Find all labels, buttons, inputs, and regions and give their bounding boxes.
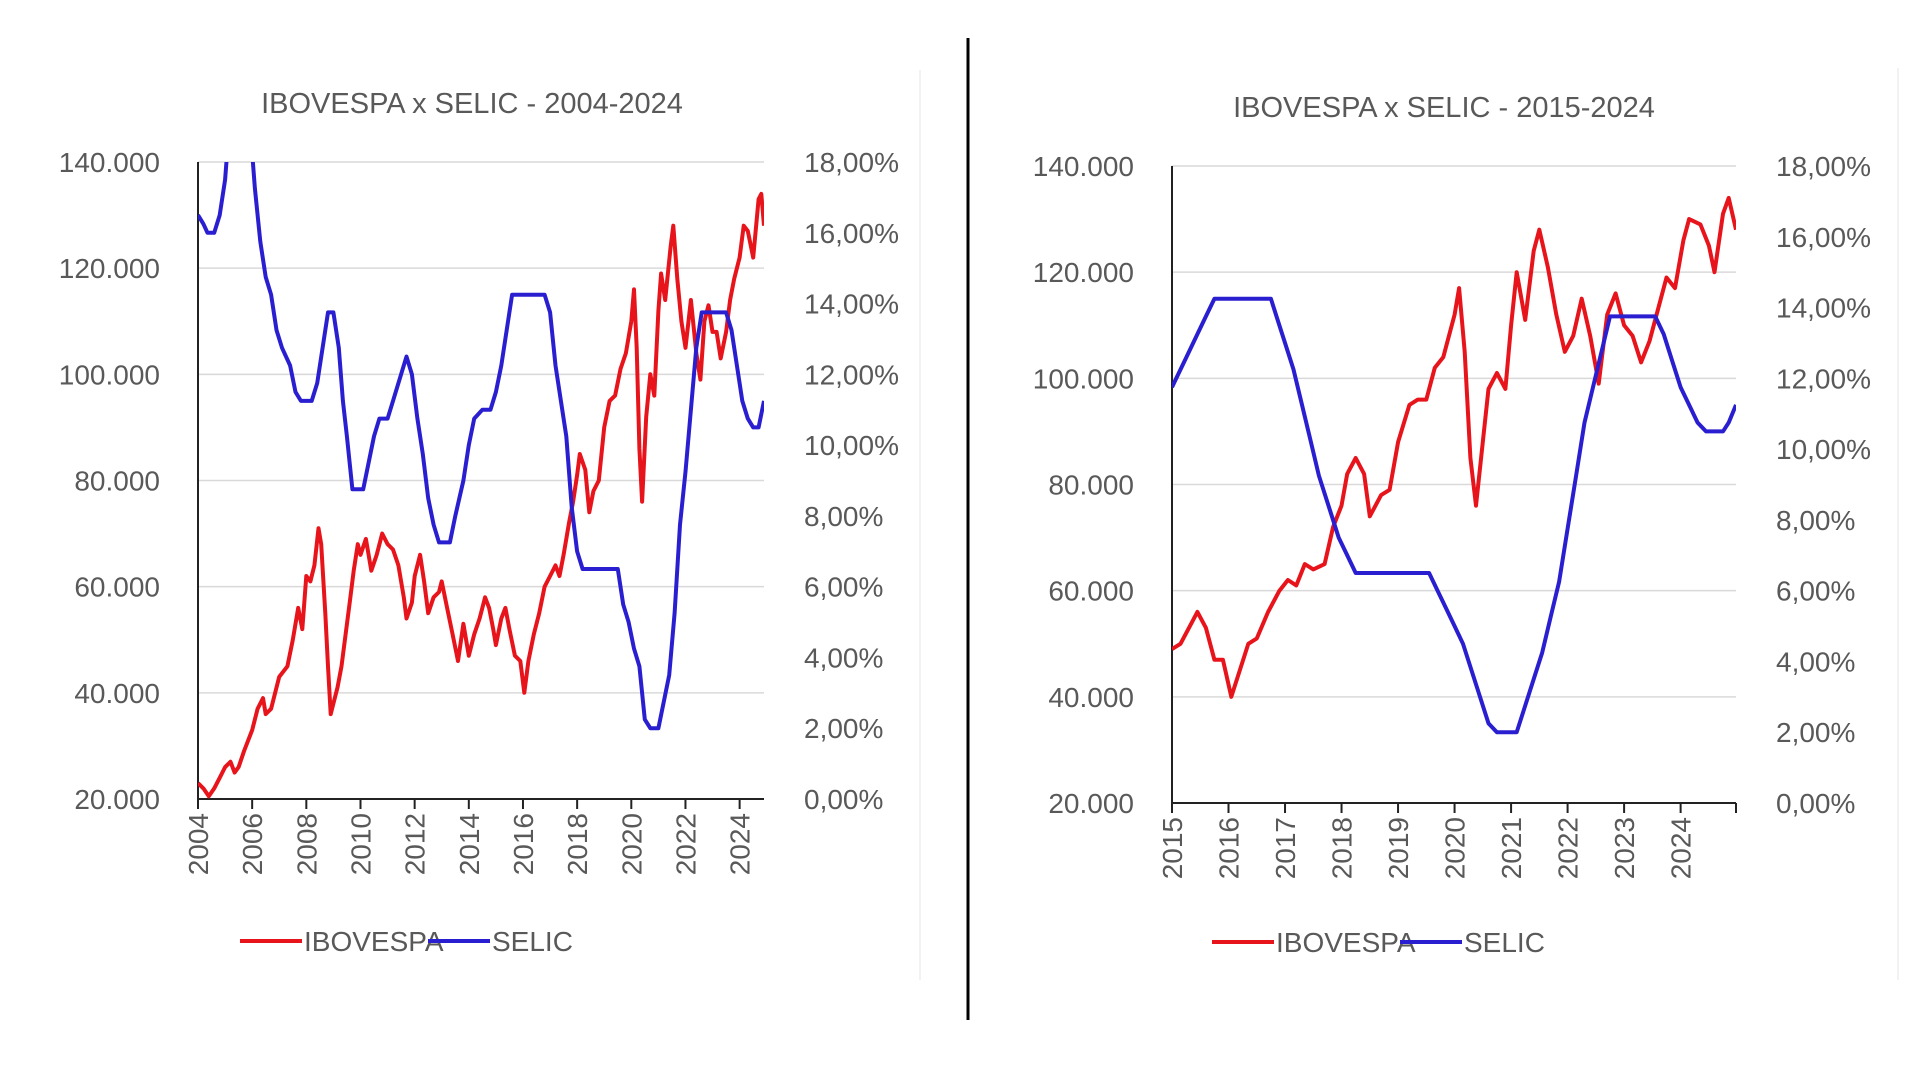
y-right-tick-label: 0,00%	[804, 784, 883, 815]
x-tick-label: 2006	[237, 813, 268, 875]
y-right-tick-label: 16,00%	[1776, 222, 1871, 253]
y-right-tick-label: 4,00%	[804, 642, 883, 673]
x-tick-label: 2004	[183, 813, 214, 875]
y-right-tick-label: 14,00%	[1776, 293, 1871, 324]
y-right-tick-label: 2,00%	[804, 713, 883, 744]
y-right-tick-label: 4,00%	[1776, 646, 1855, 677]
y-right-tick-label: 8,00%	[804, 501, 883, 532]
y-left-tick-label: 140.000	[1033, 151, 1134, 182]
x-tick-label: 2024	[1666, 817, 1697, 879]
y-right-tick-label: 12,00%	[804, 359, 899, 390]
legend-label-selic: SELIC	[492, 926, 573, 957]
legend-label-ibovespa: IBOVESPA	[304, 926, 444, 957]
y-right-tick-label: 8,00%	[1776, 505, 1855, 536]
y-right-tick-label: 6,00%	[804, 572, 883, 603]
x-tick-label: 2018	[562, 813, 593, 875]
y-right-tick-label: 12,00%	[1776, 363, 1871, 394]
x-tick-label: 2020	[616, 813, 647, 875]
series-line-selic	[1172, 296, 1736, 735]
y-left-tick-label: 80.000	[1048, 470, 1134, 501]
y-left-tick-label: 80.000	[74, 466, 160, 497]
y-left-tick-label: 100.000	[59, 359, 160, 390]
y-right-tick-label: 6,00%	[1776, 576, 1855, 607]
series-line-ibovespa	[1172, 195, 1736, 699]
y-left-tick-label: 20.000	[1048, 788, 1134, 819]
y-left-tick-label: 120.000	[59, 253, 160, 284]
y-left-tick-label: 100.000	[1033, 363, 1134, 394]
y-right-tick-label: 10,00%	[804, 430, 899, 461]
y-right-tick-label: 18,00%	[804, 147, 899, 178]
x-tick-label: 2010	[345, 813, 376, 875]
x-tick-label: 2016	[1214, 817, 1245, 879]
x-tick-label: 2019	[1383, 817, 1414, 879]
chart-title: IBOVESPA x SELIC - 2015-2024	[1233, 92, 1655, 124]
y-right-tick-label: 2,00%	[1776, 717, 1855, 748]
y-right-tick-label: 14,00%	[804, 289, 899, 320]
y-left-tick-label: 120.000	[1033, 257, 1134, 288]
y-left-tick-label: 20.000	[74, 784, 160, 815]
x-tick-label: 2022	[1553, 817, 1584, 879]
chart-title: IBOVESPA x SELIC - 2004-2024	[261, 88, 683, 120]
x-tick-label: 2021	[1496, 817, 1527, 879]
y-left-tick-label: 140.000	[59, 147, 160, 178]
y-left-tick-label: 40.000	[1048, 682, 1134, 713]
series-line-selic	[198, 162, 764, 731]
legend-label-selic: SELIC	[1464, 927, 1545, 958]
y-left-tick-label: 40.000	[74, 678, 160, 709]
series-line-ibovespa	[198, 191, 764, 799]
x-tick-label: 2022	[670, 813, 701, 875]
x-tick-label: 2016	[508, 813, 539, 875]
chart-panel-left: IBOVESPA x SELIC - 2004-2024 20.000 40.00…	[59, 88, 899, 957]
y-right-tick-label: 18,00%	[1776, 151, 1871, 182]
y-left-tick-label: 60.000	[1048, 576, 1134, 607]
x-tick-label: 2015	[1157, 817, 1188, 879]
legend-label-ibovespa: IBOVESPA	[1276, 927, 1416, 958]
x-tick-label: 2017	[1270, 817, 1301, 879]
x-tick-label: 2014	[454, 813, 485, 875]
x-tick-label: 2023	[1609, 817, 1640, 879]
y-right-tick-label: 0,00%	[1776, 788, 1855, 819]
y-right-tick-label: 10,00%	[1776, 434, 1871, 465]
y-right-tick-label: 16,00%	[804, 218, 899, 249]
x-tick-label: 2012	[400, 813, 431, 875]
x-tick-label: 2024	[725, 813, 756, 875]
chart-panel-right: IBOVESPA x SELIC - 2015-2024 20.000 40.00…	[1033, 92, 1871, 958]
y-left-tick-label: 60.000	[74, 572, 160, 603]
x-tick-label: 2008	[291, 813, 322, 875]
x-tick-label: 2018	[1327, 817, 1358, 879]
x-tick-label: 2020	[1440, 817, 1471, 879]
